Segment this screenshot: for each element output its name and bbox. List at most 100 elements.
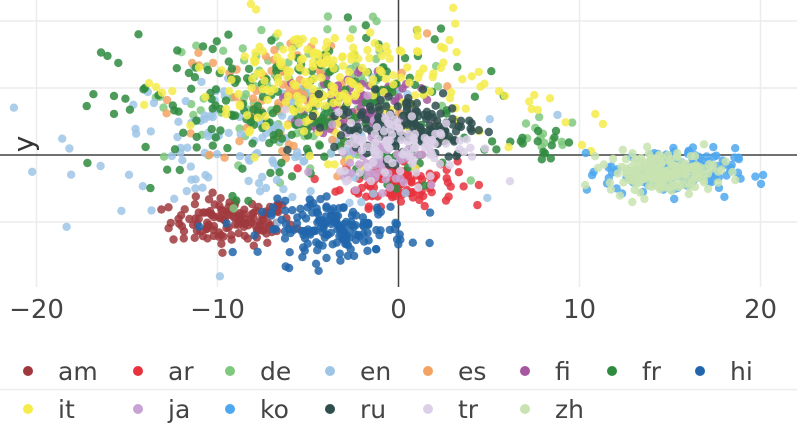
point-en <box>299 157 308 166</box>
point-hi <box>309 199 318 208</box>
legend-item-am: am <box>23 357 98 386</box>
legend-item-it: it <box>23 395 75 424</box>
point-zh <box>618 145 627 154</box>
point-am <box>179 234 188 243</box>
point-hi <box>339 203 348 212</box>
point-en <box>197 77 206 87</box>
point-ru <box>376 95 385 105</box>
point-tr <box>396 166 405 176</box>
point-it <box>363 45 372 55</box>
legend-label: ru <box>360 395 386 424</box>
point-it <box>255 42 264 51</box>
scatter-points <box>9 0 768 281</box>
point-ru <box>448 104 457 113</box>
point-fr <box>487 137 497 146</box>
point-it <box>533 105 542 115</box>
point-es <box>208 58 218 68</box>
point-it <box>251 48 260 57</box>
point-fr <box>442 109 451 118</box>
point-hi <box>359 237 369 246</box>
point-tr <box>427 135 437 145</box>
point-hi <box>363 246 372 255</box>
point-fr <box>114 58 123 68</box>
point-zh <box>581 180 590 190</box>
point-ru <box>402 105 412 115</box>
point-fr <box>318 113 327 123</box>
point-am <box>166 218 175 228</box>
point-fr <box>287 130 296 139</box>
legend-marker <box>225 366 235 376</box>
point-ko <box>751 172 760 181</box>
point-it <box>445 94 455 103</box>
point-fr <box>89 90 98 99</box>
point-ar <box>441 196 451 205</box>
point-fr <box>96 48 106 57</box>
point-it <box>305 151 314 161</box>
point-zh <box>636 157 645 166</box>
point-fr <box>244 64 254 74</box>
point-ru <box>444 152 453 161</box>
point-en <box>117 206 126 216</box>
point-it <box>251 56 260 66</box>
point-fr <box>109 109 119 119</box>
point-fr <box>400 53 410 63</box>
point-fr <box>227 64 237 73</box>
point-ru <box>418 85 428 94</box>
point-it <box>354 54 363 63</box>
point-it <box>451 19 460 28</box>
point-es <box>422 29 432 38</box>
point-hi <box>371 244 381 254</box>
point-tr <box>338 147 347 156</box>
point-it <box>261 121 270 131</box>
point-hi <box>372 203 382 212</box>
point-fr <box>198 42 208 51</box>
point-ko <box>756 179 766 189</box>
legend-label: tr <box>458 395 479 424</box>
point-fr <box>211 133 220 142</box>
point-it <box>273 29 283 38</box>
point-tr <box>462 135 471 144</box>
point-it <box>329 83 339 92</box>
point-it <box>436 42 446 51</box>
point-it <box>403 63 412 72</box>
series-hi <box>194 192 435 275</box>
point-zh <box>628 176 637 185</box>
legend-item-en: en <box>325 357 391 386</box>
point-zh <box>690 182 700 192</box>
point-tr <box>426 147 435 156</box>
point-tr <box>394 123 403 132</box>
point-fr <box>436 24 446 33</box>
point-ja <box>304 167 313 177</box>
point-fr <box>550 133 559 142</box>
point-en <box>62 222 71 231</box>
point-es <box>328 135 337 144</box>
point-de <box>229 204 238 213</box>
point-en <box>198 183 207 192</box>
point-ru <box>408 122 418 132</box>
point-ko <box>709 142 718 152</box>
legend-marker <box>520 404 530 414</box>
point-de <box>557 137 566 146</box>
point-tr <box>355 168 364 177</box>
legend-marker <box>133 366 143 376</box>
point-zh <box>731 175 740 185</box>
point-it <box>344 67 354 77</box>
point-it <box>224 87 234 96</box>
point-it <box>299 127 309 136</box>
point-en <box>204 173 213 182</box>
point-en <box>131 124 140 134</box>
point-fr <box>141 142 150 152</box>
point-fr <box>551 126 561 136</box>
point-tr <box>430 153 439 163</box>
point-ja <box>391 174 400 183</box>
point-hi <box>351 235 361 245</box>
point-es <box>194 48 203 57</box>
point-fr <box>192 132 201 142</box>
point-ru <box>411 106 421 115</box>
legend-item-de: de <box>225 357 291 386</box>
point-ar <box>420 201 429 211</box>
point-ar <box>454 168 464 177</box>
point-it <box>461 104 470 113</box>
point-en <box>186 162 195 171</box>
